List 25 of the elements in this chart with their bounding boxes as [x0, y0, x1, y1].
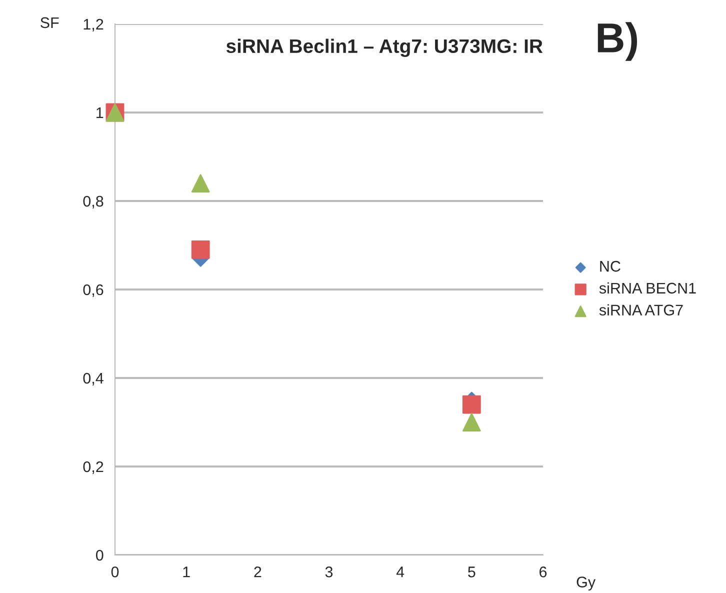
y-tick-label: 0,2: [83, 461, 104, 474]
point: [462, 395, 481, 414]
y-tick-label: 0,6: [83, 284, 104, 297]
legend-label: NC: [600, 260, 620, 272]
text: B): [598, 22, 638, 61]
y-axis-title: SF: [40, 17, 59, 28]
y-tick-label: 0: [96, 550, 104, 561]
y-tick-label: 0,8: [83, 196, 104, 208]
point: [191, 240, 210, 259]
x-tick-label: 4: [396, 566, 404, 578]
y-tick-label: 1,2: [84, 18, 104, 32]
x-tick-label: 6: [540, 566, 547, 578]
x-axis-title: Gy: [576, 576, 596, 590]
x-tick-label: 1: [183, 566, 190, 578]
text: siRNA Beclin1 – Atg7: U373MG: IR: [226, 38, 543, 57]
y-tick-label: 1: [96, 108, 104, 118]
x-tick-label: 5: [468, 566, 476, 578]
x-tick-label: 0: [111, 566, 119, 578]
legend-label: siRNA ATG7: [599, 304, 683, 316]
y-tick-label: 0,4: [83, 372, 104, 386]
x-tick-label: 3: [325, 566, 333, 578]
point: [462, 413, 481, 432]
x-tick-label: 2: [254, 566, 262, 578]
legend-label: siRNA BECN1: [599, 282, 696, 294]
point: [191, 174, 210, 192]
